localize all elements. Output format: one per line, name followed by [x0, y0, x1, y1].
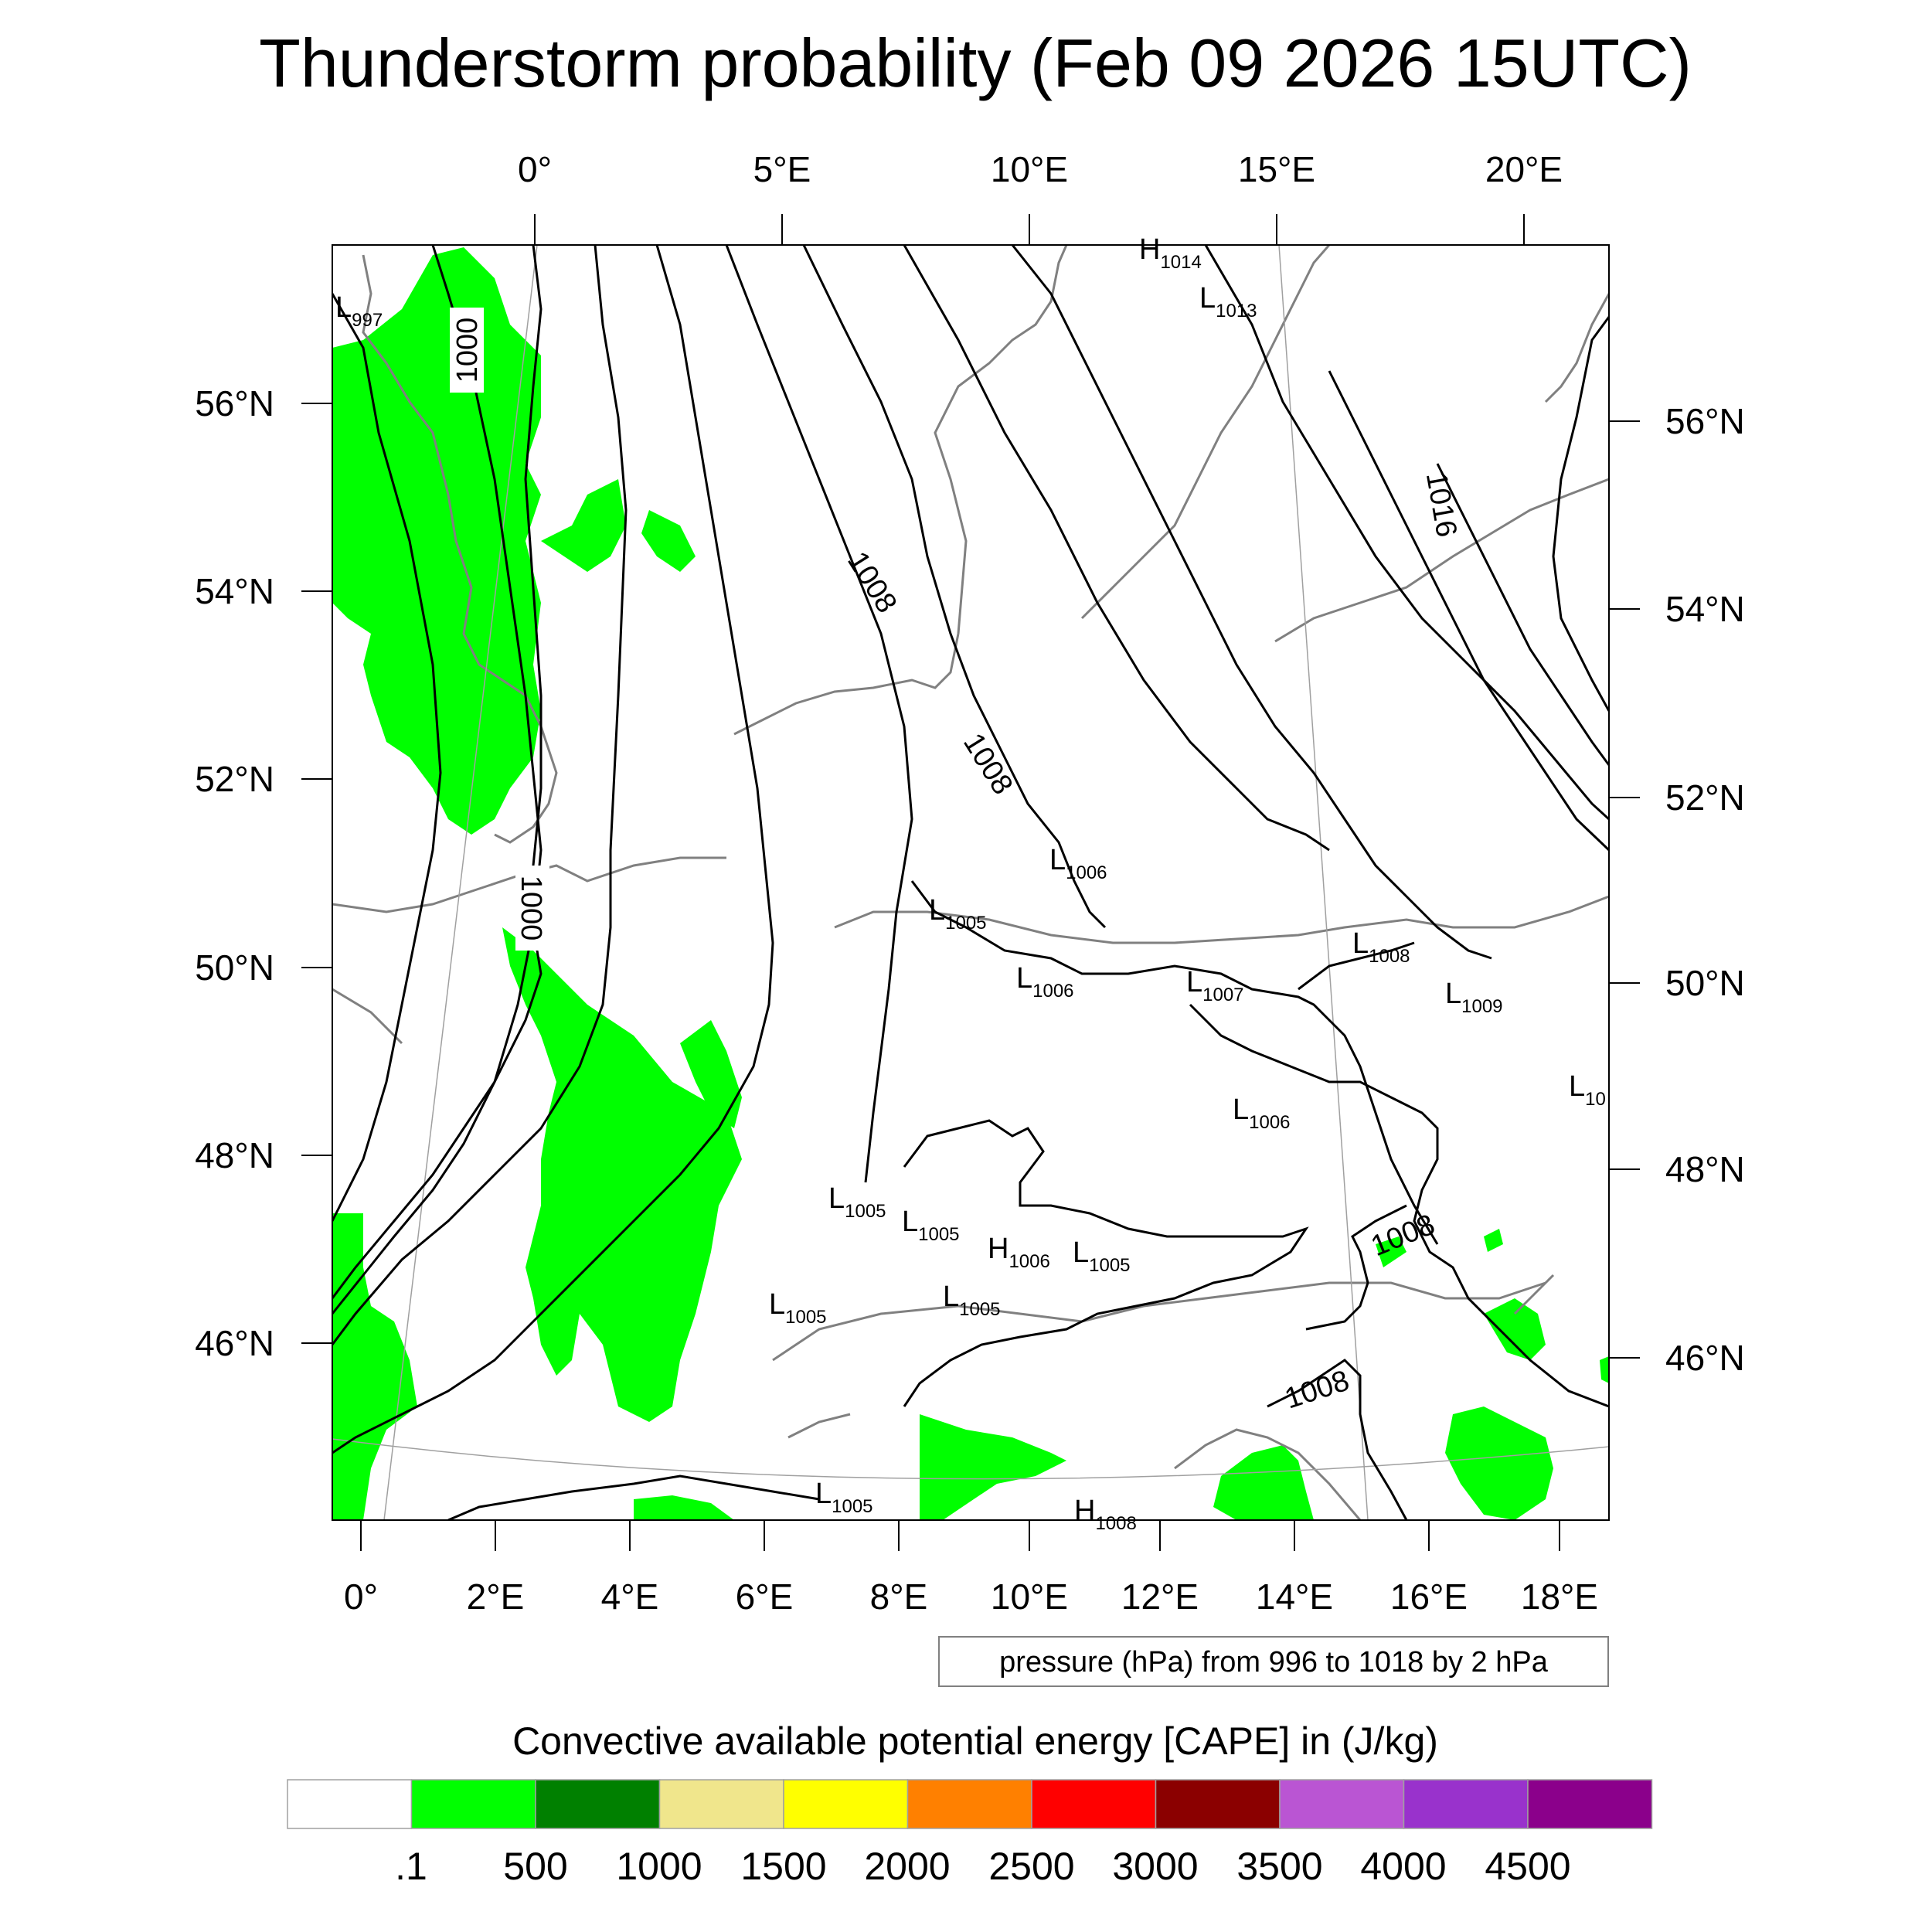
pressure-center-label: L1005 — [815, 1478, 873, 1517]
top-lon-labels: 0° 5°E 10°E 15°E 20°E — [518, 149, 1563, 189]
lon-label: 18°E — [1521, 1577, 1598, 1617]
colorbar-swatch — [535, 1779, 661, 1829]
pressure-center-label: L1005 — [1073, 1236, 1131, 1276]
pressure-center-label: H1006 — [988, 1233, 1050, 1272]
pressure-center-label: L1005 — [902, 1206, 960, 1245]
pressure-center-label: L1005 — [943, 1281, 1001, 1320]
colorbar-tick-label: 1000 — [616, 1845, 702, 1888]
pressure-center-label: L1008 — [1352, 927, 1410, 967]
lon-label: 12°E — [1121, 1577, 1199, 1617]
lat-label: 52°N — [1665, 777, 1745, 818]
map-frame — [332, 244, 1610, 1521]
lon-label: 20°E — [1485, 149, 1563, 189]
lat-label: 48°N — [195, 1135, 274, 1175]
pressure-center-label: L1006 — [1233, 1094, 1291, 1133]
graticule — [332, 245, 1609, 1520]
colorbar-title: Convective available potential energy [C… — [512, 1719, 1438, 1763]
lon-label: 10°E — [991, 149, 1068, 189]
left-lat-labels: 56°N 54°N 52°N 50°N 48°N 46°N — [195, 383, 274, 1363]
lat-label: 46°N — [195, 1323, 274, 1363]
colorbar-tick-label: 3000 — [1112, 1845, 1198, 1888]
lat-label: 50°N — [1665, 963, 1745, 1003]
right-lat-labels: 56°N 54°N 52°N 50°N 48°N 46°N — [1665, 401, 1745, 1378]
lon-label: 14°E — [1256, 1577, 1333, 1617]
lat-label: 46°N — [1665, 1338, 1745, 1378]
cape-shading — [332, 247, 1609, 1520]
colorbar-tick-label: .1 — [395, 1845, 427, 1888]
colorbar-swatch — [1155, 1779, 1281, 1829]
colorbar-swatch — [783, 1779, 909, 1829]
colorbar-swatch — [1403, 1779, 1529, 1829]
bottom-ticks — [360, 1520, 1560, 1551]
pressure-center-label: L997 — [335, 291, 383, 331]
lon-label: 8°E — [870, 1577, 928, 1617]
pressure-centers: L997 H1014 L1013 L1006 L1005 L1006 L1007… — [335, 233, 1606, 1534]
colorbar-labels: .1 500 1000 1500 2000 2500 3000 3500 400… — [395, 1845, 1570, 1888]
pressure-center-label: L1005 — [929, 894, 987, 934]
lat-label: 56°N — [1665, 401, 1745, 441]
isobar-label: 1008 — [1366, 1209, 1439, 1264]
colorbar-tick-label: 4000 — [1360, 1845, 1446, 1888]
pressure-center-label: L1013 — [1199, 282, 1257, 321]
pressure-center-label: L1005 — [828, 1182, 886, 1222]
colorbar-tick-label: 4500 — [1485, 1845, 1570, 1888]
top-ticks — [534, 214, 1525, 245]
colorbar-swatch — [658, 1779, 784, 1829]
map-title: Thunderstorm probability (Feb 09 2026 15… — [259, 25, 1692, 101]
colorbar-tick-label: 2000 — [864, 1845, 950, 1888]
isobar-label: 1008 — [957, 728, 1019, 801]
lat-label: 54°N — [195, 571, 274, 611]
pressure-center-label: H1014 — [1139, 233, 1202, 273]
lat-label: 56°N — [195, 383, 274, 423]
contour-info-text: pressure (hPa) from 996 to 1018 by 2 hPa — [999, 1646, 1549, 1679]
right-ticks — [1609, 420, 1640, 1359]
left-ticks — [301, 403, 332, 1344]
colorbar-swatch — [1527, 1779, 1653, 1829]
isobar-label: 1016 — [1420, 470, 1463, 540]
lon-label: 4°E — [601, 1577, 659, 1617]
lon-label: 16°E — [1390, 1577, 1468, 1617]
colorbar-tick-label: 3500 — [1236, 1845, 1322, 1888]
lat-label: 48°N — [1665, 1149, 1745, 1189]
pressure-center-label: L1009 — [1445, 978, 1503, 1017]
lat-label: 50°N — [195, 947, 274, 988]
isobar-label: 1000 — [515, 876, 547, 941]
colorbar-swatch — [1031, 1779, 1157, 1829]
lon-label: 5°E — [753, 149, 811, 189]
lon-label: 2°E — [467, 1577, 525, 1617]
pressure-center-label: L1006 — [1016, 962, 1074, 1002]
coastlines — [332, 245, 1609, 1520]
colorbar-swatch — [1279, 1779, 1405, 1829]
lon-label: 10°E — [991, 1577, 1068, 1617]
pressure-center-label: H1008 — [1074, 1495, 1137, 1534]
isobar-label: 1000 — [451, 318, 484, 383]
colorbar — [287, 1779, 1653, 1829]
colorbar-swatch — [410, 1779, 536, 1829]
lat-label: 52°N — [195, 759, 274, 799]
lat-label: 54°N — [1665, 589, 1745, 629]
map-area — [332, 245, 1609, 1520]
contour-info-box — [938, 1636, 1609, 1687]
colorbar-swatch — [906, 1779, 1032, 1829]
colorbar-swatch — [287, 1779, 413, 1829]
colorbar-tick-label: 500 — [503, 1845, 567, 1888]
colorbar-tick-label: 2500 — [988, 1845, 1074, 1888]
pressure-center-label: L1007 — [1186, 966, 1244, 1005]
isobar-label: 1008 — [1281, 1365, 1353, 1416]
pressure-center-label: L1006 — [1049, 844, 1107, 883]
isobar-label: 1008 — [841, 546, 903, 619]
lon-label: 0° — [518, 149, 552, 189]
lon-label: 15°E — [1238, 149, 1315, 189]
lon-label: 0° — [344, 1577, 378, 1617]
pressure-center-label: L1005 — [769, 1288, 827, 1328]
pressure-center-label: L10 — [1569, 1070, 1606, 1110]
bottom-lon-labels: 0° 2°E 4°E 6°E 8°E 10°E 12°E 14°E 16°E 1… — [344, 1577, 1598, 1617]
lon-label: 6°E — [736, 1577, 794, 1617]
colorbar-tick-label: 1500 — [740, 1845, 826, 1888]
